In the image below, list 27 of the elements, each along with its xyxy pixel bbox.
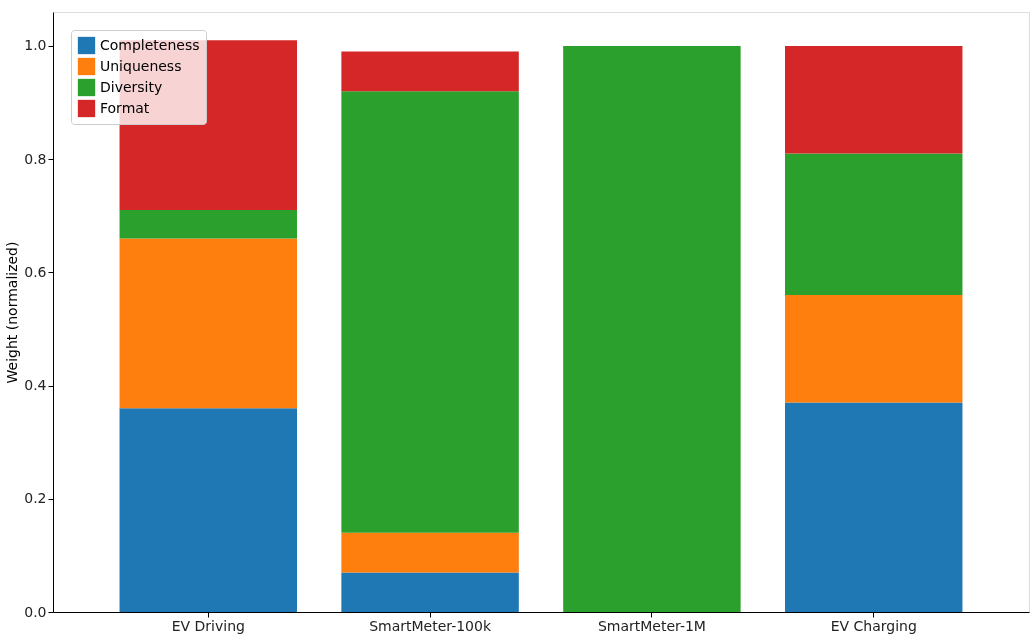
legend-label: Diversity — [100, 78, 163, 95]
bar — [563, 45, 741, 612]
legend-label: Format — [100, 99, 150, 116]
bar — [785, 153, 963, 296]
x-tick-label: SmartMeter-100k — [369, 617, 492, 634]
x-tick-label: SmartMeter-1M — [597, 617, 706, 634]
bar — [341, 532, 519, 573]
y-tick-label: 0.4 — [24, 377, 47, 394]
bar — [119, 210, 297, 239]
x-tick-label: EV Driving — [171, 617, 245, 634]
bar — [341, 91, 519, 533]
legend-label: Uniqueness — [100, 57, 182, 74]
bar — [785, 295, 963, 403]
bar — [785, 402, 963, 612]
y-tick-label: 0.0 — [24, 603, 47, 620]
legend-label: Completeness — [100, 36, 200, 53]
bar — [785, 45, 963, 154]
y-tick-label: 0.6 — [24, 263, 47, 280]
bar — [119, 238, 297, 409]
y-tick-label: 0.2 — [24, 490, 47, 507]
x-tick-label: EV Charging — [830, 617, 917, 634]
y-axis-title: Weight (normalized) — [4, 241, 21, 384]
bar — [341, 572, 519, 612]
y-tick-label: 1.0 — [24, 37, 47, 54]
bar — [119, 408, 297, 612]
y-tick-label: 0.8 — [24, 150, 47, 167]
bar — [341, 51, 519, 92]
